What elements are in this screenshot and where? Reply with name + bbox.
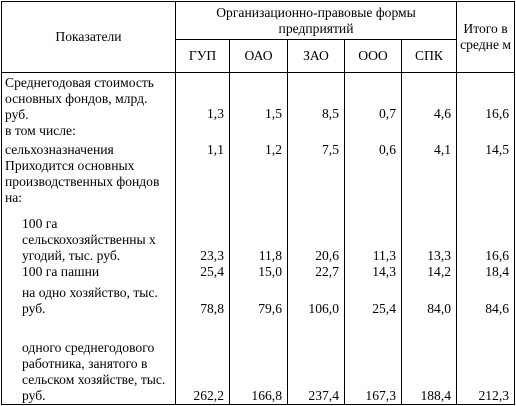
- header-total: Итого в средне м: [456, 1, 516, 73]
- cell-value: 167,3: [344, 317, 402, 406]
- cell-value: 14,2: [400, 263, 458, 281]
- cell-value: 188,4: [400, 317, 458, 406]
- cell-value: 106,0: [287, 280, 345, 318]
- cell-value: 84,0: [400, 280, 458, 318]
- cell-value: 13,3: [400, 209, 458, 264]
- cell-value: 166,8: [229, 317, 288, 406]
- header-form-ooo: ООО: [344, 39, 402, 73]
- cell-value: 4,1: [400, 139, 458, 158]
- cell-value: 1,3: [175, 72, 230, 140]
- cell-value: 0,7: [344, 72, 402, 140]
- cell-value: 23,3: [175, 209, 230, 264]
- cell-value: 22,7: [287, 263, 345, 281]
- cell-value: 16,6: [456, 209, 516, 264]
- cell-value: 15,0: [229, 263, 288, 281]
- row-label: 100 га пашни: [1, 263, 176, 281]
- cell-value: 16,6: [456, 72, 516, 140]
- cell-value: 84,6: [456, 280, 516, 318]
- row-label: сельхозназначения: [1, 139, 176, 158]
- cell-value: 1,2: [229, 139, 288, 158]
- cell-value: 18,4: [456, 263, 516, 281]
- cell-value: 237,4: [287, 317, 345, 406]
- row-label: одного среднегодового работника, занятог…: [1, 317, 176, 406]
- header-indicators: Показатели: [1, 1, 176, 73]
- table-row: 100 га сельскохозяйственны х угодий, тыс…: [1, 209, 516, 264]
- cell-value: 11,3: [344, 209, 402, 264]
- header-form-oao: ОАО: [229, 39, 288, 73]
- cell-value: 11,8: [229, 209, 288, 264]
- table-row: на одно хозяйство, тыс. руб. 78,8 79,6 1…: [1, 280, 516, 318]
- header-forms-group: Организационно-правовые формы предприяти…: [174, 1, 458, 40]
- cell-value: 14,5: [456, 139, 516, 158]
- table-row: 100 га пашни 25,4 15,0 22,7 14,3 14,2 18…: [1, 263, 516, 281]
- cell-value: 212,3: [456, 317, 516, 406]
- cell-value: 4,6: [400, 72, 458, 140]
- cell-value: 1,5: [229, 72, 288, 140]
- cell-value: [456, 157, 516, 210]
- cell-value: 25,4: [175, 263, 230, 281]
- table-row: сельхозназначения 1,1 1,2 7,5 0,6 4,1 14…: [1, 139, 516, 158]
- cell-value: 78,8: [175, 280, 230, 318]
- cell-value: [287, 157, 345, 210]
- table-row: Приходится основных производственных фон…: [1, 157, 516, 210]
- table-row: одного среднегодового работника, занятог…: [1, 317, 516, 406]
- cell-value: [229, 157, 288, 210]
- cell-value: 0,6: [344, 139, 402, 158]
- header-form-spk: СПК: [400, 39, 458, 73]
- row-label: 100 га сельскохозяйственны х угодий, тыс…: [1, 209, 176, 264]
- row-label: Приходится основных производственных фон…: [1, 157, 176, 210]
- cell-value: [175, 157, 230, 210]
- cell-value: 1,1: [175, 139, 230, 158]
- cell-value: 262,2: [175, 317, 230, 406]
- cell-value: [400, 157, 458, 210]
- cell-value: 7,5: [287, 139, 345, 158]
- cell-value: 14,3: [344, 263, 402, 281]
- row-label: на одно хозяйство, тыс. руб.: [1, 280, 176, 318]
- cell-value: 20,6: [287, 209, 345, 264]
- cell-value: [344, 157, 402, 210]
- cell-value: 25,4: [344, 280, 402, 318]
- table-row: Среднегодовая стоимость основных фондов,…: [1, 72, 516, 140]
- header-form-gup: ГУП: [175, 39, 230, 73]
- cell-value: 8,5: [287, 72, 345, 140]
- row-label: Среднегодовая стоимость основных фондов,…: [1, 72, 176, 140]
- cell-value: 79,6: [229, 280, 288, 318]
- header-form-zao: ЗАО: [287, 39, 345, 73]
